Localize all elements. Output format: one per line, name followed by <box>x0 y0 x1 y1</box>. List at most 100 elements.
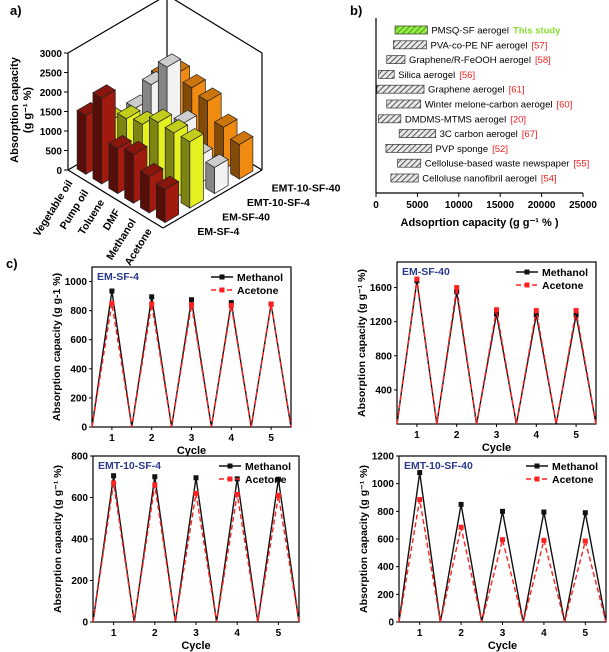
data-point-methanol <box>228 300 234 306</box>
data-point-acetone <box>109 300 115 306</box>
data-point-acetone <box>494 307 499 313</box>
y-tick-label: 0 <box>81 423 87 434</box>
legend-marker <box>219 274 225 280</box>
bar-material-label: Graphene/R-FeOOH aerogel <box>409 55 531 66</box>
y-tick-label: 600 <box>70 335 87 346</box>
y-tick-label: 200 <box>70 393 87 404</box>
x-tick-label: 25000 <box>569 200 597 211</box>
z-tick-label: 2500 <box>40 69 63 80</box>
x-tick-label: 4 <box>229 433 235 444</box>
series-line-acetone <box>398 499 607 623</box>
data-point-methanol <box>458 501 464 507</box>
legend-marker <box>524 282 530 288</box>
panel-label-b: b) <box>350 3 362 18</box>
x-tick-label: 4 <box>234 628 240 639</box>
z-tick-label: 500 <box>45 147 62 158</box>
data-point-acetone <box>193 490 199 496</box>
bar-material-label: PVP sponge <box>435 144 488 155</box>
data-point-methanol <box>193 475 199 481</box>
bar-top-face <box>157 53 182 68</box>
y-tick-label: 600 <box>377 535 394 546</box>
x-axis-label: Cycle <box>488 640 517 652</box>
y-tick-label: 800 <box>377 507 394 518</box>
data-point-acetone <box>189 302 194 308</box>
bar-top-face <box>117 104 141 120</box>
sample-title: EMT-10-SF-4 <box>98 460 161 472</box>
bar-reference-label: [60] <box>557 100 573 111</box>
x-tick-label: 5 <box>573 430 579 441</box>
comparison-bar-label: DMDMS-MTMS aerogel [20] <box>405 114 526 125</box>
bar-material-label: PMSQ-SF aerogel <box>431 26 509 37</box>
bar-side-face <box>108 142 118 195</box>
bar-reference-label: [67] <box>522 129 538 140</box>
legend-marker <box>534 463 540 469</box>
bar-reference-label: This study <box>513 26 561 37</box>
data-point-acetone <box>228 303 234 309</box>
x-tick-label: 1 <box>111 628 117 639</box>
comparison-bar-label: PMSQ-SF aerogel This study <box>431 26 561 37</box>
z-tick-label: 1500 <box>40 108 63 119</box>
bar-front-face <box>189 133 204 209</box>
legend-label: Acetone <box>245 474 287 486</box>
data-point-acetone <box>234 491 240 497</box>
x-tick-label: 3 <box>494 430 500 441</box>
comparison-bar <box>386 55 406 64</box>
y-tick-label: 400 <box>71 535 88 546</box>
bar-side-face <box>76 109 87 175</box>
bar-side-face <box>140 170 150 214</box>
chart-a-3d-bars: 0 500 1000 1500 2000 2500 3000 Absorption capac… <box>9 0 341 268</box>
comparison-bar-label: PVA-co-PE NF aerogel [57] <box>431 40 548 51</box>
data-point-methanol <box>582 510 588 516</box>
comparison-bar-label: Graphene/R-FeOOH aerogel [58] <box>409 55 551 66</box>
bar-material-label: Graphene aerogel <box>428 85 505 96</box>
bar-material-label: Celloluse nanofibril aerogel <box>422 174 537 185</box>
x-tick-label: 4 <box>541 628 547 639</box>
sample-tick-label: EM-SF-4 <box>197 226 239 238</box>
bar-top-face <box>139 162 164 178</box>
z-tick-label: 0 <box>56 166 62 177</box>
data-point-acetone <box>582 538 588 544</box>
y-axis-label: Absorption capacity (g g-1 %) <box>51 273 63 421</box>
data-point-acetone <box>500 537 505 543</box>
cycle-chart-em-sf-4: 1 2 3 4 5 0 200 400 600 800 1000 Cycle Absorption ca… <box>51 266 292 457</box>
y-tick-label: 800 <box>70 306 87 317</box>
x-tick-label: 4 <box>534 430 540 441</box>
data-point-methanol <box>149 294 155 300</box>
bar-material-label: Silica aerogel <box>398 70 455 81</box>
bar-top-face <box>229 130 254 145</box>
legend-marker <box>534 476 540 482</box>
x-tick-label: 5 <box>268 433 274 444</box>
sample-tick-label: EMT-10-SF-40 <box>272 182 341 194</box>
data-point-acetone <box>268 301 274 307</box>
x-axis-label: Cycle <box>482 442 511 454</box>
y-tick-label: 600 <box>71 493 88 504</box>
legend-label: Methanol <box>552 461 598 473</box>
data-point-acetone <box>152 482 158 488</box>
data-point-acetone <box>149 301 155 307</box>
bar-material-label: PVA-co-PE NF aerogel <box>431 40 528 51</box>
sample-tick-label: EMT-10-SF-4 <box>247 197 310 209</box>
comparison-bar <box>393 40 427 50</box>
data-point-methanol <box>417 470 423 476</box>
bar-reference-label: [54] <box>541 174 557 185</box>
data-point-acetone <box>573 308 579 314</box>
y-tick-label: 1200 <box>370 317 393 328</box>
y-axis-label: Absorption capacity (g g⁻¹ %) <box>356 269 368 417</box>
y-tick-label: 800 <box>375 351 392 362</box>
bar-material-label: Winter melone-carbon aerogel <box>425 100 553 111</box>
x-tick-label: 0 <box>373 200 379 211</box>
data-point-acetone <box>111 480 117 486</box>
data-point-acetone <box>417 497 423 503</box>
x-tick-label: 3 <box>193 628 199 639</box>
bar-reference-label: [56] <box>459 70 475 81</box>
data-point-acetone <box>454 285 460 291</box>
bar-reference-label: [58] <box>535 55 551 66</box>
comparison-bar-label: Winter melone-carbon aerogel [60] <box>425 100 573 111</box>
data-point-methanol <box>500 508 505 514</box>
x-tick-label: 2 <box>454 430 460 441</box>
comparison-bar <box>398 129 436 138</box>
data-point-acetone <box>533 308 539 314</box>
bar-top-face <box>205 153 229 168</box>
